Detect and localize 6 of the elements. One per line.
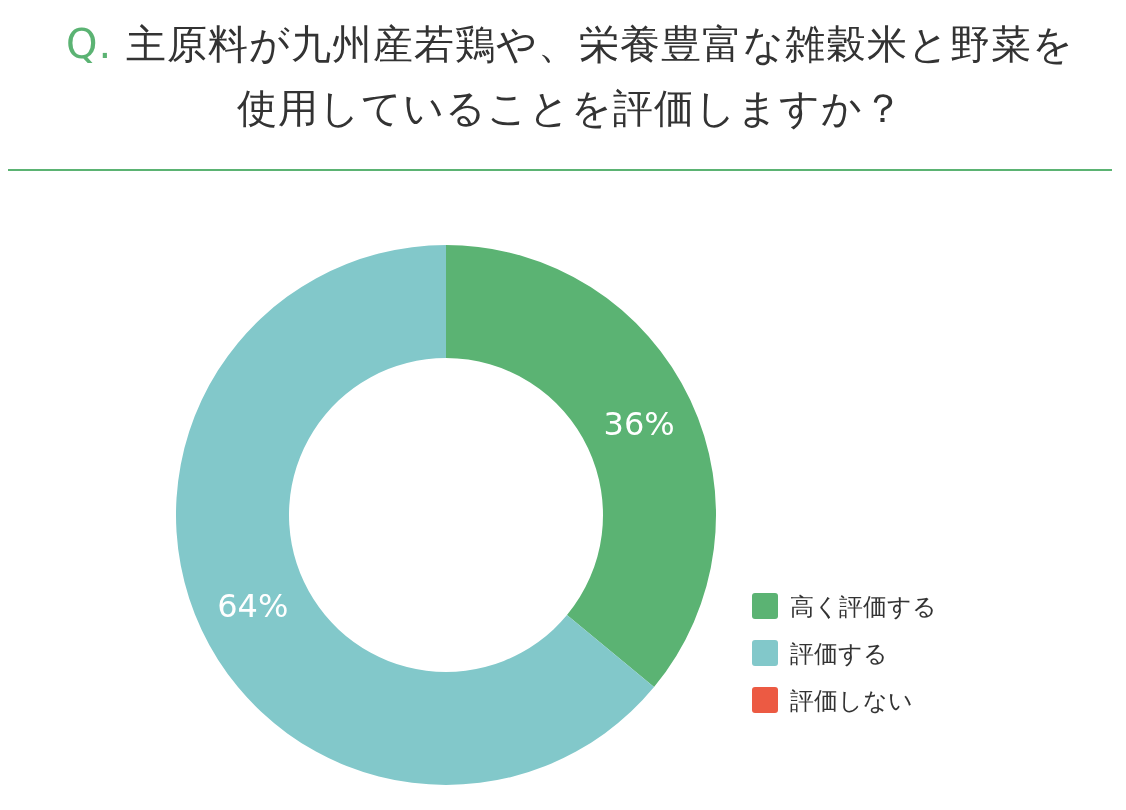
legend-label: 高く評価する bbox=[790, 593, 937, 621]
chart-title: Q. 主原料が九州産若鶏や、栄養豊富な雑穀米と野菜を使用していることを評価しますか？ bbox=[65, 20, 1075, 133]
data-label: 64% bbox=[217, 586, 289, 625]
legend-label: 評価しない bbox=[790, 687, 913, 715]
legend-label: 評価する bbox=[790, 640, 888, 668]
data-label: 36% bbox=[603, 405, 675, 444]
